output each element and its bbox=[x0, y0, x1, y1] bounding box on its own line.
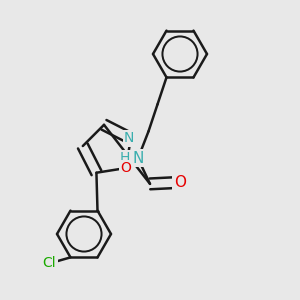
Text: N: N bbox=[124, 131, 134, 146]
Text: O: O bbox=[121, 161, 131, 175]
Text: H: H bbox=[119, 152, 130, 165]
Text: O: O bbox=[174, 175, 186, 190]
Text: N: N bbox=[132, 151, 144, 166]
Text: Cl: Cl bbox=[43, 256, 56, 270]
